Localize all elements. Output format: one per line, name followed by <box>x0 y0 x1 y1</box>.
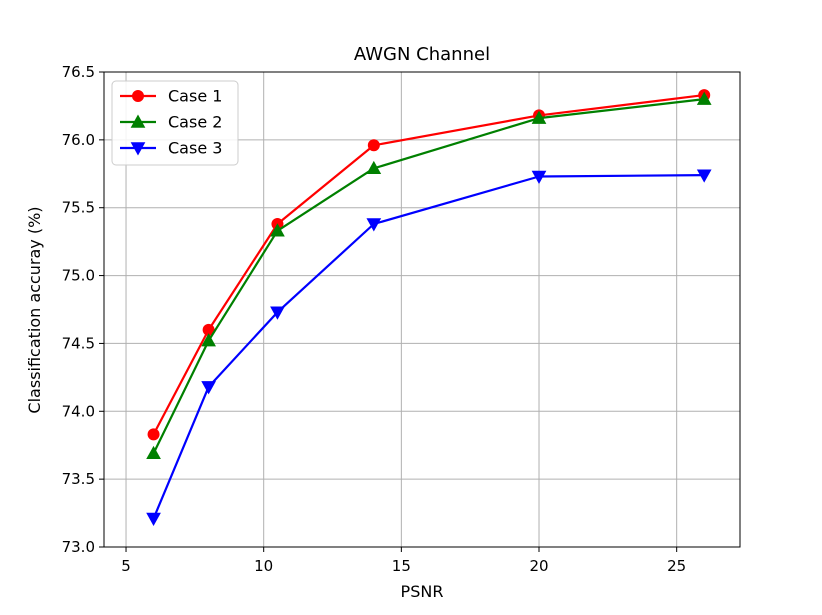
data-point-marker <box>366 160 382 175</box>
data-point-marker <box>270 223 285 237</box>
data-point-marker <box>201 333 216 347</box>
legend-item-2: Case 2 <box>120 113 222 132</box>
legend-marker-swatch <box>130 114 146 128</box>
data-point-marker <box>146 445 161 460</box>
series-group-3 <box>146 169 712 527</box>
chart-title: AWGN Channel <box>354 44 490 65</box>
y-tick-label: 75.0 <box>62 267 95 285</box>
legend-marker-swatch <box>130 142 146 156</box>
data-point-marker <box>147 428 160 441</box>
series-line-2 <box>152 98 705 454</box>
data-point-marker <box>146 512 161 527</box>
data-point-marker <box>531 110 547 124</box>
legend-label: Case 1 <box>168 87 222 106</box>
x-axis-ticks: 5 10 15 20 25 <box>121 547 686 575</box>
x-tick-label: 25 <box>667 557 686 575</box>
data-point-marker <box>696 169 712 183</box>
legend: Case 1 Case 2 Case 3 <box>111 80 239 166</box>
legend-marker-swatch <box>132 90 144 102</box>
y-tick-label: 74.0 <box>62 402 95 420</box>
y-tick-label: 75.5 <box>62 199 95 217</box>
series-group-2 <box>146 91 712 460</box>
data-point-marker <box>367 139 380 152</box>
legend-item-3: Case 3 <box>120 139 222 158</box>
series-line-3 <box>152 174 705 519</box>
data-point-marker <box>366 218 382 232</box>
x-tick-label: 20 <box>529 557 548 575</box>
y-tick-label: 73.5 <box>62 470 95 488</box>
y-axis-label: Classification accuray (%) <box>25 206 44 413</box>
y-tick-label: 76.0 <box>62 131 95 149</box>
legend-item-1: Case 1 <box>120 87 222 106</box>
y-tick-label: 76.5 <box>62 63 95 81</box>
x-axis-label: PSNR <box>401 582 444 601</box>
legend-label: Case 2 <box>168 113 222 132</box>
x-tick-label: 10 <box>254 557 273 575</box>
y-axis-ticks: 73.0 73.5 74.0 74.5 75.0 75.5 76.0 76.5 <box>62 63 104 556</box>
series-layer <box>146 89 712 527</box>
plot-frame <box>103 71 741 548</box>
data-point-marker <box>270 306 285 320</box>
data-point-marker <box>201 381 216 395</box>
data-point-marker <box>531 170 547 185</box>
legend-label: Case 3 <box>168 139 222 158</box>
series-line-1 <box>152 93 705 435</box>
y-tick-label: 73.0 <box>62 538 95 556</box>
x-tick-label: 5 <box>121 557 131 575</box>
data-point-marker <box>696 91 712 105</box>
x-tick-label: 15 <box>392 557 411 575</box>
y-tick-label: 74.5 <box>62 334 95 352</box>
